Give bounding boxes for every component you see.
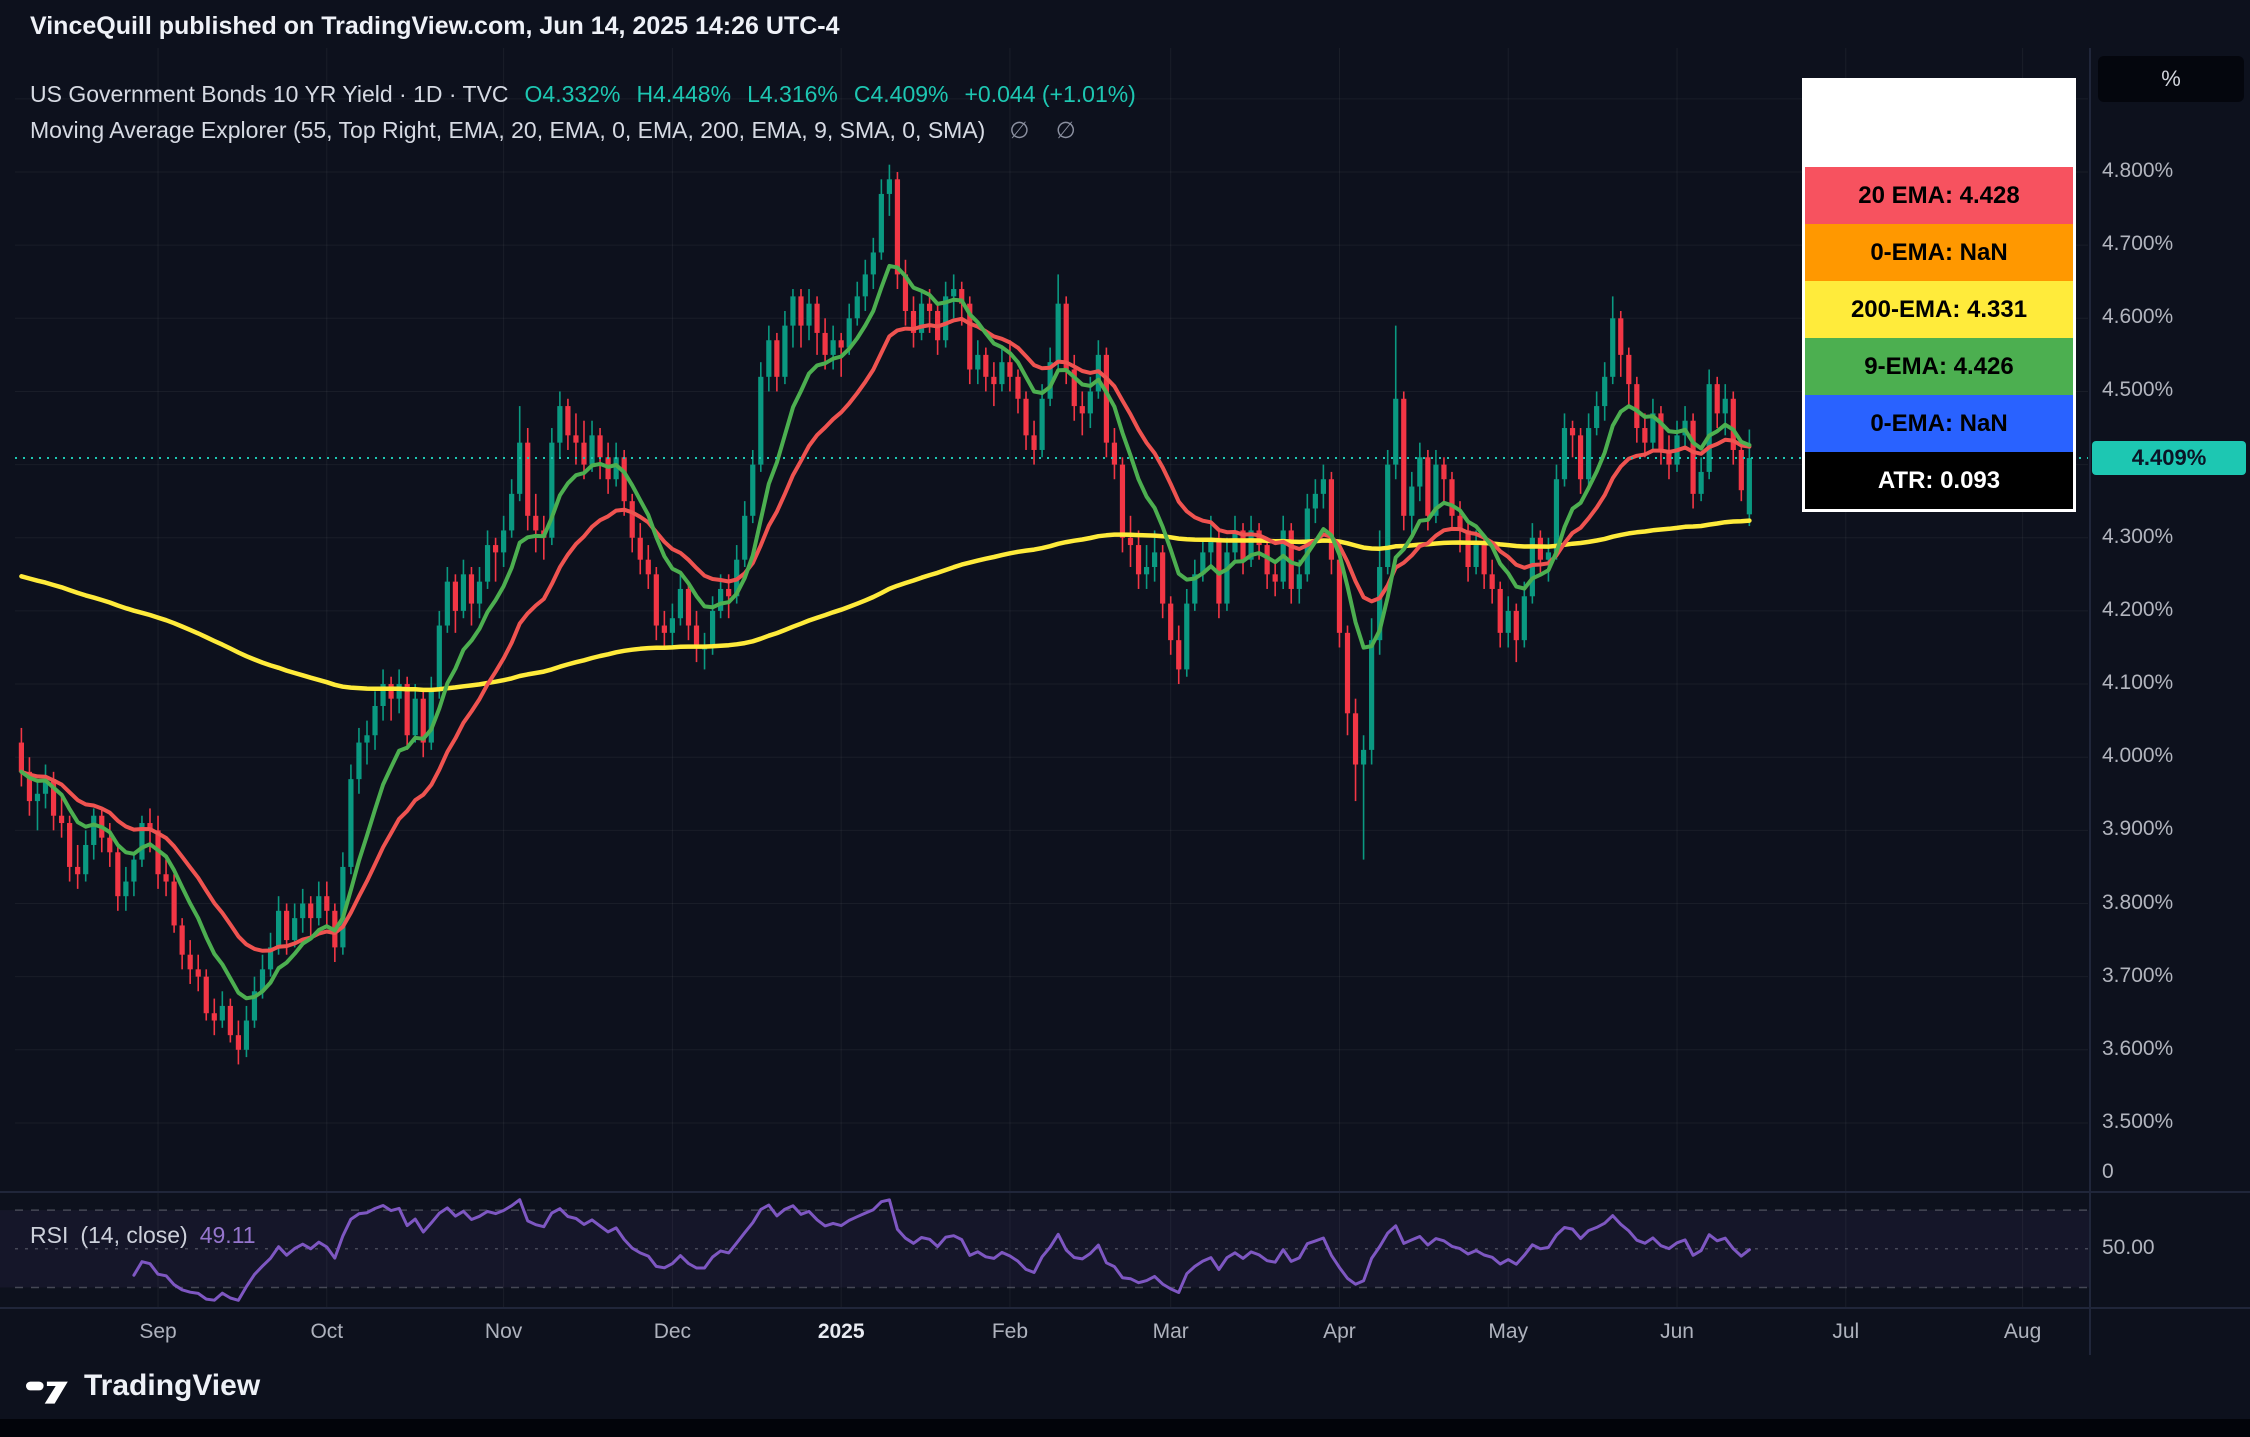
legend-row: 9-EMA: 4.426 [1805,338,2073,395]
ohlc-open: O4.332% [524,80,621,107]
tradingview-logo-icon[interactable] [26,1368,70,1404]
ohlc-close: C4.409% [853,80,949,107]
publisher-note: VinceQuill published on TradingView.com,… [30,11,840,40]
price-tick-label: 3.600% [2102,1036,2174,1060]
legend-row: 0-EMA: NaN [1805,395,2073,452]
price-tick-label: 4.000% [2102,744,2174,768]
rsi-params: (14, close) [80,1222,188,1248]
empty-set-icons: ∅ ∅ [1009,116,1076,143]
price-tick-label: 4.300% [2102,524,2174,548]
ohlc-high: H4.448% [636,80,732,107]
indicator-title[interactable]: Moving Average Explorer (55, Top Right, … [30,116,986,143]
rsi-indicator-title[interactable]: RSI [30,1222,69,1248]
time-tick-label: Mar [1152,1320,1189,1343]
price-tick-label: 3.900% [2102,817,2174,841]
price-tick-label: 4.800% [2102,159,2174,182]
price-tick-label: 4.600% [2102,305,2174,329]
tradingview-brand[interactable]: TradingView [84,1369,261,1402]
symbol-title[interactable]: US Government Bonds 10 YR Yield · 1D · T… [30,80,509,107]
symbol-title-row: US Government Bonds 10 YR Yield · 1D · T… [30,76,1136,112]
footer: TradingView [26,1368,260,1404]
legend-row: 0-EMA: NaN [1805,224,2073,281]
legend-row: ATR: 0.093 [1805,452,2073,509]
price-tick-label: 4.200% [2102,597,2174,621]
time-tick-label: Jul [1832,1320,1860,1343]
price-tick-label: 4.500% [2102,378,2174,402]
time-tick-label: Aug [2003,1320,2042,1343]
rsi-indicator-row: RSI (14, close) 49.11 [30,1222,256,1249]
ma-legend-header [1805,81,2073,167]
indicator-title-row: Moving Average Explorer (55, Top Right, … [30,112,1136,148]
price-tick-label: 4.100% [2102,671,2174,695]
zero-scale-label: 0 [2102,1160,2114,1183]
chart-titles: US Government Bonds 10 YR Yield · 1D · T… [30,76,1136,148]
price-tick-label: 3.500% [2102,1109,2174,1133]
percent-scale-button[interactable]: % [2098,56,2244,102]
current-price-badge: 4.409% [2092,441,2246,476]
percent-scale-label: % [2161,66,2181,91]
time-tick-label: Nov [484,1320,523,1343]
price-tick-label: 4.700% [2102,232,2174,256]
time-tick-label: May [1488,1320,1529,1343]
time-tick-label: 2025 [817,1320,865,1343]
rsi-current-value: 49.11 [199,1222,256,1248]
time-tick-label: Dec [653,1320,692,1343]
time-tick-label: Apr [1323,1320,1356,1343]
publisher-bar: VinceQuill published on TradingView.com,… [0,0,2250,52]
legend-row: 200-EMA: 4.331 [1805,281,2073,338]
price-tick-label: 3.700% [2102,963,2174,987]
price-change: +0.044 (+1.01%) [964,80,1136,107]
time-tick-label: Oct [310,1320,344,1343]
price-tick-label: 3.800% [2102,890,2174,914]
time-tick-label: Jun [1660,1320,1694,1343]
time-tick-label: Feb [991,1320,1029,1343]
legend-row: 20 EMA: 4.428 [1805,167,2073,224]
rsi-level-label: 50.00 [2102,1235,2155,1259]
bottom-black-strip [0,1419,2250,1437]
ohlc-low: L4.316% [747,80,838,107]
ma-legend-panel: 20 EMA: 4.428 0-EMA: NaN 200-EMA: 4.331 9-E… [1802,78,2076,512]
time-tick-label: Sep [139,1320,177,1343]
